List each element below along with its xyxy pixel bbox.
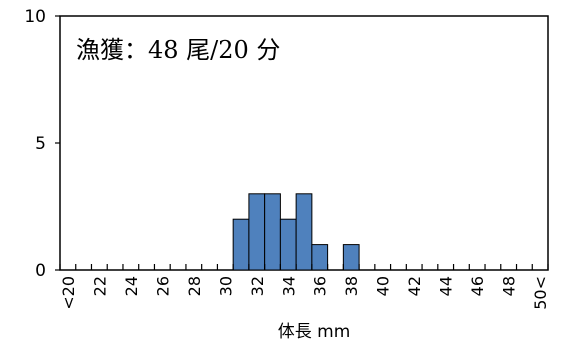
- bar-33: [264, 193, 281, 271]
- bar-36: [311, 244, 329, 271]
- bar-32: [248, 193, 266, 271]
- catch-annotation: 漁獲：48 尾/20 分: [76, 36, 280, 64]
- x-tick-label: 44: [437, 276, 456, 296]
- x-tick-label: <20: [59, 276, 78, 310]
- x-tick-label: 38: [342, 276, 361, 296]
- x-tick-label: 34: [279, 276, 298, 296]
- x-tick-label: 28: [185, 276, 204, 296]
- y-axis-ticks: [55, 15, 60, 271]
- x-tick-label: 22: [90, 276, 109, 296]
- y-tick-label: 10: [24, 7, 46, 27]
- y-tick-label: 0: [35, 261, 46, 281]
- x-tick-label: 32: [248, 276, 267, 296]
- bar-34: [279, 218, 297, 271]
- x-tick-label: 50<: [531, 276, 550, 310]
- x-axis-ticks: [59, 264, 549, 270]
- y-axis-tick-labels: 0 5 10: [24, 7, 46, 281]
- x-tick-label: 26: [153, 276, 172, 296]
- bar-38: [342, 244, 360, 271]
- x-tick-label: 24: [122, 276, 141, 296]
- x-axis-tick-labels: <20 22 24 26 28 30 32 34 36 38 40 42 44 46 48 50<: [59, 276, 550, 310]
- bar-35: [295, 193, 313, 271]
- x-tick-label: 30: [216, 276, 235, 296]
- x-tick-label: 48: [500, 276, 519, 296]
- x-tick-label: 40: [374, 276, 393, 296]
- x-tick-label: 42: [405, 276, 424, 296]
- bar-31: [232, 218, 250, 271]
- x-tick-label: 36: [311, 276, 330, 296]
- bars-group: [232, 193, 360, 271]
- y-tick-label: 5: [35, 134, 46, 154]
- x-tick-label: 46: [468, 276, 487, 296]
- x-axis-label: 体長 mm: [278, 322, 351, 342]
